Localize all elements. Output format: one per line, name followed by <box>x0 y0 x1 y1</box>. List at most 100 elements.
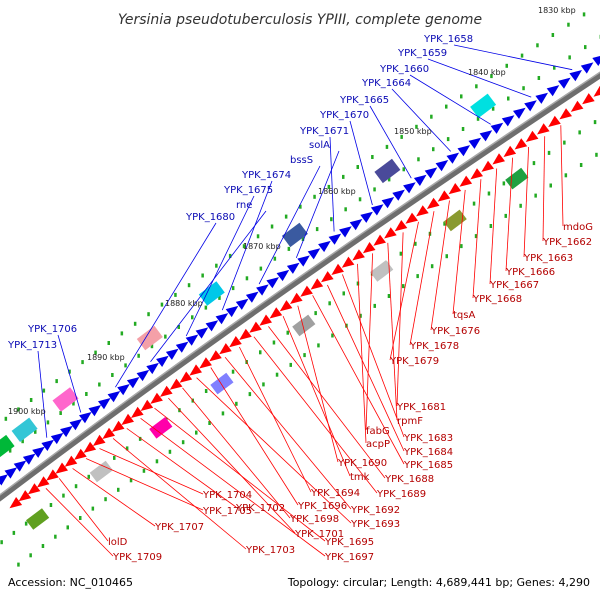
reverse-gene-arrow-head <box>249 321 262 333</box>
gene-label[interactable]: YPK_1696 <box>297 501 347 512</box>
guide-dot <box>313 194 316 199</box>
guide-dot <box>504 213 507 218</box>
reverse-gene-arrow-head <box>92 434 106 447</box>
gene-label[interactable]: YPK_1704 <box>202 490 252 501</box>
reverse-gene-arrow <box>102 427 116 440</box>
gene-label[interactable]: YPK_1667 <box>489 280 539 291</box>
backbone-highlight <box>0 71 600 496</box>
gene-label[interactable]: YPK_1706 <box>27 324 77 335</box>
guide-dot <box>414 241 417 246</box>
gene-label[interactable]: YPK_1693 <box>350 519 400 530</box>
gene-label[interactable]: YPK_1668 <box>472 294 522 305</box>
gene-label[interactable]: bssS <box>290 155 313 166</box>
guide-dot <box>553 65 556 70</box>
guide-dot <box>445 254 448 259</box>
guide-dot <box>187 283 191 288</box>
gene-label[interactable]: YPK_1670 <box>319 110 369 121</box>
reverse-gene-arrow <box>249 321 262 333</box>
reverse-gene-arrow-head <box>140 399 154 412</box>
forward-gene-arrow <box>318 240 331 253</box>
gene-label[interactable]: YPK_1703 <box>245 545 295 556</box>
reverse-gene-arrow <box>189 364 203 376</box>
guide-dot <box>54 534 57 539</box>
gene-label[interactable]: YPK_1665 <box>339 95 389 106</box>
forward-feature-block <box>281 222 308 248</box>
guide-dot <box>301 237 305 241</box>
gene-label[interactable]: acpP <box>366 439 390 450</box>
guide-dot <box>593 120 597 125</box>
reverse-gene-arrow-head <box>331 263 345 276</box>
guide-dot <box>387 294 391 298</box>
guide-dot <box>55 379 58 384</box>
guide-dot <box>327 184 331 189</box>
leader-line <box>542 136 546 242</box>
reverse-gene-arrow-head <box>46 469 59 481</box>
reverse-gene-arrow <box>219 343 232 355</box>
gene-label[interactable]: YPK_1709 <box>112 552 162 563</box>
guide-dot <box>474 234 478 239</box>
gene-label[interactable]: YPK_1675 <box>223 185 273 196</box>
forward-gene-arrow-head <box>557 77 571 89</box>
gene-label[interactable]: YPK_1663 <box>523 253 573 264</box>
gene-label[interactable]: YPK_1671 <box>299 126 349 137</box>
forward-feature-block-body <box>470 93 497 119</box>
gene-label[interactable]: YPK_1698 <box>289 514 339 525</box>
gene-label[interactable]: YPK_1658 <box>423 34 473 45</box>
gene-label[interactable]: YPK_1697 <box>324 552 374 563</box>
reverse-gene-arrow <box>448 182 462 195</box>
guide-dot <box>445 104 448 109</box>
gene-label[interactable]: tmk <box>350 472 370 483</box>
gene-label[interactable]: YPK_1713 <box>7 340 57 351</box>
gene-label[interactable]: tqsA <box>453 310 475 321</box>
gene-label[interactable]: lolD <box>108 537 128 548</box>
gene-label[interactable]: YPK_1674 <box>241 170 291 181</box>
guide-dot <box>387 177 391 182</box>
forward-gene-arrow <box>307 248 321 260</box>
forward-gene-arrow-head <box>22 453 36 465</box>
gene-label[interactable]: YPK_1702 <box>235 503 285 514</box>
forward-gene-arrow-head <box>580 62 594 74</box>
gene-label[interactable]: YPK_1662 <box>542 237 592 248</box>
guide-dot <box>117 487 120 492</box>
guide-dot <box>228 253 232 258</box>
gene-label[interactable]: YPK_1692 <box>350 505 400 516</box>
gene-label[interactable]: YPK_1694 <box>310 488 360 499</box>
reverse-gene-arrow <box>300 285 313 297</box>
forward-gene-arrow <box>512 107 526 119</box>
reverse-gene-arrow-head <box>131 406 144 419</box>
gene-label[interactable]: YPK_1676 <box>430 326 480 337</box>
gene-label[interactable]: YPK_1695 <box>324 537 374 548</box>
gene-label[interactable]: YPK_1678 <box>409 341 459 352</box>
gene-label[interactable]: YPK_1701 <box>294 529 344 540</box>
gene-label[interactable]: YPK_1683 <box>403 433 453 444</box>
gene-label[interactable]: YPK_1688 <box>384 474 434 485</box>
gene-label[interactable]: YPK_1690 <box>337 458 387 469</box>
forward-gene-arrow <box>195 327 209 339</box>
gene-label[interactable]: YPK_1680 <box>185 212 235 223</box>
gene-label[interactable]: YPK_1666 <box>505 267 555 278</box>
gene-label[interactable]: YPK_1660 <box>379 64 429 75</box>
gene-label[interactable]: solA <box>309 140 330 151</box>
gene-label[interactable]: mdoG <box>563 222 593 233</box>
gene-label[interactable]: YPK_1705 <box>202 506 252 517</box>
guide-dot <box>259 266 263 271</box>
gene-label[interactable]: YPK_1685 <box>403 460 453 471</box>
gene-label[interactable]: YPK_1679 <box>389 356 439 367</box>
gene-label[interactable]: rne <box>236 200 252 211</box>
gene-label[interactable]: fabG <box>366 426 390 437</box>
reverse-gene-arrow <box>310 278 324 290</box>
guide-dot <box>218 295 221 300</box>
gene-label[interactable]: YPK_1659 <box>397 48 447 59</box>
forward-gene-arrow-head <box>339 226 352 238</box>
gene-label[interactable]: YPK_1689 <box>376 489 426 500</box>
forward-gene-arrow-head <box>446 152 460 164</box>
gene-label[interactable]: YPK_1664 <box>361 78 411 89</box>
gene-label[interactable]: YPK_1684 <box>403 447 453 458</box>
gene-label[interactable]: YPK_1681 <box>396 402 446 413</box>
forward-gene-arrow-head <box>286 262 300 274</box>
gene-label[interactable]: YPK_1707 <box>154 522 204 533</box>
guide-dot <box>204 305 208 310</box>
gene-label[interactable]: rpmF <box>397 416 423 427</box>
reverse-gene-arrow-head <box>514 138 528 150</box>
guide-dot <box>417 157 420 162</box>
